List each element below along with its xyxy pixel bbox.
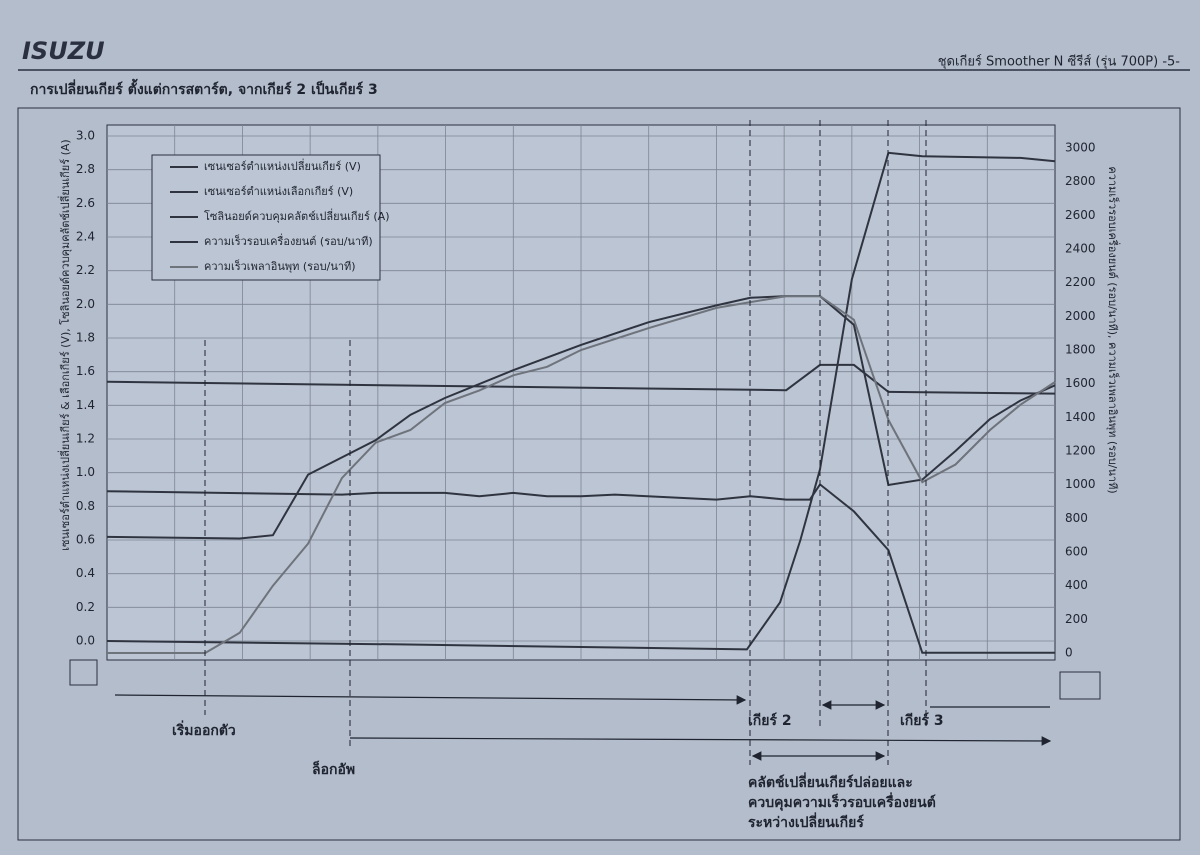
y2-tick-label: 600 xyxy=(1065,545,1088,559)
y-tick-label: 0.6 xyxy=(76,533,95,547)
lines xyxy=(106,151,1056,654)
series-line xyxy=(106,151,1056,651)
y-tick-label: 3.0 xyxy=(76,129,95,143)
y2-tick-label: 1800 xyxy=(1065,343,1096,357)
y-tick-label: 1.0 xyxy=(76,465,95,479)
y2-tick-label: 1200 xyxy=(1065,444,1096,458)
annotation: เริ่มออกตัว xyxy=(172,720,236,739)
y-tick-label: 2.8 xyxy=(76,162,95,176)
y-tick-label: 1.8 xyxy=(76,331,95,345)
annotation: คลัตช์เปลี่ยนเกียร์ปล่อยและ xyxy=(748,772,913,791)
y-tick-label: 2.6 xyxy=(76,196,95,210)
y2-tick-label: 400 xyxy=(1065,578,1088,592)
event-lines xyxy=(114,120,1052,765)
y-tick-label: 0.8 xyxy=(76,499,95,513)
annotation: ระหว่างเปลี่ยนเกียร์ xyxy=(748,812,864,831)
annotation: ควบคุมความเร็วรอบเครื่องยนต์ xyxy=(748,792,936,811)
y2-tick-label: 0 xyxy=(1065,646,1073,660)
legend-label: เซนเซอร์ตำแหน่งเปลี่ยนเกียร์ (V) xyxy=(204,158,361,173)
legend-entries: เซนเซอร์ตำแหน่งเปลี่ยนเกียร์ (V) เซนเซอร์… xyxy=(170,158,390,273)
box xyxy=(69,659,98,686)
box xyxy=(1059,671,1101,700)
y2-tick-label: 2000 xyxy=(1065,309,1096,323)
y2-tick-label: 3000 xyxy=(1065,141,1096,155)
y-tick-label: 2.4 xyxy=(76,230,95,244)
brand: ISUZU xyxy=(22,37,105,65)
y-tick-label: 1.4 xyxy=(76,398,95,412)
y2-axis-label: ความเร็วรอบเครื่องยนต์ (รอบ/นาที), ความเ… xyxy=(1106,166,1121,493)
y2-tick-label: 200 xyxy=(1065,612,1088,626)
legend-label: เซนเซอร์ตำแหน่งเลือกเกียร์ (V) xyxy=(204,185,353,198)
legend-label: ความเร็วเพลาอินพุท (รอบ/นาที) xyxy=(204,259,356,273)
section-title: การเปลี่ยนเกียร์ ตั้งแต่การสตาร์ต, จากเก… xyxy=(30,78,378,98)
arrow xyxy=(349,736,1052,746)
page-title: ชุดเกียร์ Smoother N ซีรีส์ (รุ่น 700P) … xyxy=(938,54,1181,70)
y-tick-label: 1.6 xyxy=(76,364,95,378)
y2-tick-label: 2200 xyxy=(1065,275,1096,289)
y2-tick-label: 2800 xyxy=(1065,174,1096,188)
y2-tick-label: 2600 xyxy=(1065,208,1096,222)
annotation: เกียร์ 2 xyxy=(748,712,792,729)
y2-tick-label: 2400 xyxy=(1065,242,1096,256)
legend-label: โซลินอยด์ควบคุมคลัตช์เปลี่ยนเกียร์ (A) xyxy=(204,208,390,223)
legend-label: ความเร็วรอบเครื่องยนต์ (รอบ/นาที) xyxy=(204,233,373,248)
y-tick-label: 0.2 xyxy=(76,600,95,614)
y2-tick-label: 1400 xyxy=(1065,410,1096,424)
y-axis-label: เซนเซอร์ตำแหน่งเปลี่ยนเกียร์ & เลือกเกีย… xyxy=(57,139,72,550)
arrow xyxy=(114,694,747,705)
y2-tick-label: 800 xyxy=(1065,511,1088,525)
y-tick-label: 0.4 xyxy=(76,566,95,580)
y2-tick-label: 1600 xyxy=(1065,376,1096,390)
y-tick-label: 2.2 xyxy=(76,263,95,277)
annotation: ล็อกอัพ xyxy=(312,760,355,778)
series-line xyxy=(107,295,1056,654)
y-tick-label: 0.0 xyxy=(76,634,95,648)
series-line xyxy=(106,295,1056,540)
y2-tick-label: 1000 xyxy=(1065,477,1096,491)
y-tick-label: 2.0 xyxy=(76,297,95,311)
series-line xyxy=(106,482,1055,654)
annotation: เกียร์ 3 xyxy=(900,712,944,729)
y-tick-label: 1.2 xyxy=(76,432,95,446)
figure-frame xyxy=(17,107,1181,841)
